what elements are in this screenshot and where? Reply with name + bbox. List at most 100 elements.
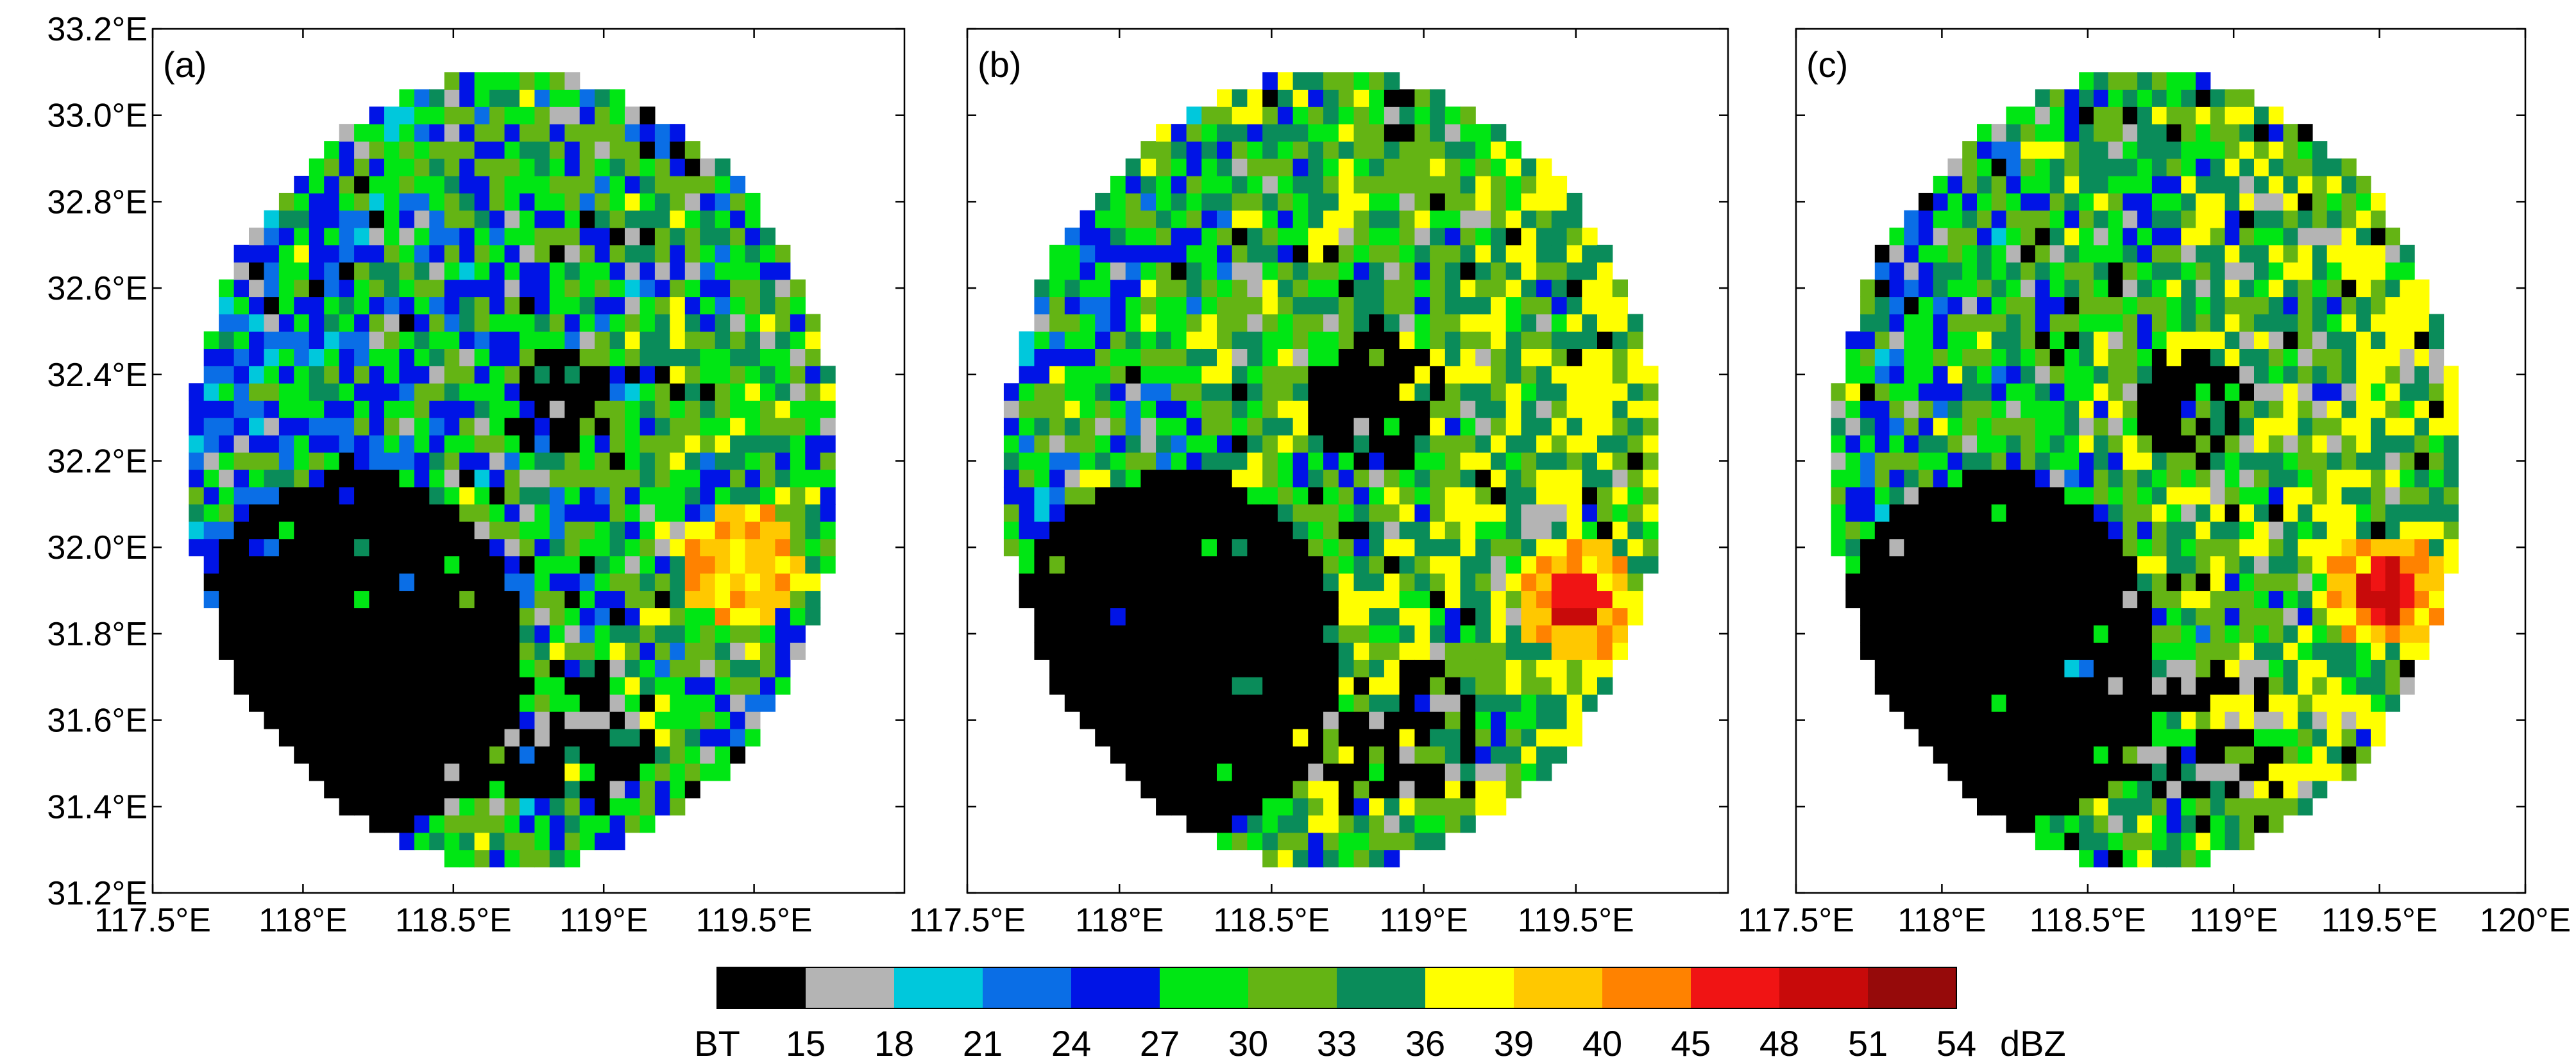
radar-cell [1889, 418, 1904, 436]
y-tick-label: 33.2°E [47, 11, 148, 48]
radar-cell [294, 400, 310, 418]
radar-cell [1292, 383, 1309, 401]
radar-cell [1384, 711, 1400, 729]
radar-cell [1536, 694, 1552, 712]
radar-cell [1369, 296, 1385, 315]
radar-cell [1845, 573, 1861, 591]
radar-cell [1277, 435, 1294, 453]
radar-cell [1904, 418, 1919, 436]
radar-cell [1384, 815, 1400, 833]
radar-cell [1460, 279, 1476, 298]
radar-cell [2035, 176, 2051, 194]
radar-cell [278, 607, 294, 625]
radar-cell [2312, 296, 2328, 315]
radar-cell [1977, 677, 1992, 695]
radar-cell [1201, 780, 1217, 799]
radar-cell [1125, 296, 1141, 315]
x-tick-label: 118.5°E [395, 902, 512, 939]
radar-cell [399, 210, 415, 228]
radar-cell [1933, 227, 1949, 246]
radar-cell [1353, 331, 1369, 349]
radar-cell [1369, 106, 1385, 124]
radar-cell [625, 262, 640, 280]
radar-cell [1536, 244, 1552, 263]
radar-cell [2283, 763, 2298, 781]
radar-cell [294, 694, 310, 712]
radar-cell [1536, 711, 1552, 729]
radar-cell [684, 192, 700, 211]
radar-cell [2021, 556, 2036, 574]
radar-cell [1445, 435, 1461, 453]
radar-cell [1338, 348, 1355, 366]
radar-cell [489, 590, 505, 609]
radar-cell [2312, 279, 2328, 298]
radar-cell [1991, 746, 2006, 764]
radar-cell [1034, 366, 1050, 384]
radar-cell [2137, 89, 2153, 107]
radar-cell [1597, 244, 1613, 263]
radar-cell [444, 331, 460, 349]
radar-cell [1186, 607, 1202, 625]
radar-cell [1338, 141, 1355, 159]
radar-cell [2283, 694, 2298, 712]
radar-cell [1095, 729, 1111, 747]
radar-cell [399, 556, 415, 574]
radar-cell [1874, 625, 1890, 643]
radar-cell [1049, 642, 1065, 660]
radar-cell [474, 124, 490, 142]
radar-cell [1933, 279, 1949, 298]
radar-cell [700, 711, 716, 729]
radar-cell [715, 659, 731, 677]
radar-cell [1962, 262, 1978, 280]
radar-cell [700, 296, 716, 315]
radar-cell [2268, 659, 2284, 677]
radar-cell [1919, 677, 1934, 695]
radar-cell [1933, 314, 1949, 332]
radar-cell [2196, 470, 2211, 488]
radar-cell [2151, 158, 2167, 176]
radar-cell [1140, 521, 1157, 539]
radar-cell [2151, 607, 2167, 625]
radar-cell [1933, 366, 1949, 384]
radar-cell [1201, 210, 1217, 228]
radar-cell [2064, 296, 2080, 315]
radar-cell [1962, 227, 1978, 246]
radar-cell [1904, 210, 1919, 228]
radar-cell [2006, 348, 2021, 366]
radar-cell [2312, 366, 2328, 384]
radar-cell [354, 556, 370, 574]
radar-cell [549, 227, 565, 246]
radar-cell [1551, 607, 1568, 625]
radar-cell [1475, 677, 1491, 695]
radar-cell [369, 556, 385, 574]
radar-cell [2210, 331, 2226, 349]
radar-cell [384, 418, 400, 436]
radar-cell [1977, 227, 1992, 246]
radar-cell [1947, 486, 1963, 505]
radar-cell [564, 210, 580, 228]
radar-cell [2312, 192, 2328, 211]
radar-cell [1551, 521, 1568, 539]
radar-cell [684, 244, 700, 263]
radar-cell [1186, 746, 1202, 764]
radar-cell [249, 642, 264, 660]
radar-cell [2428, 314, 2445, 332]
radar-cell [1582, 573, 1598, 591]
radar-cell [1262, 106, 1278, 124]
radar-cell [414, 452, 430, 470]
radar-cell [805, 314, 821, 332]
radar-cell [1308, 849, 1324, 868]
radar-cell [1874, 573, 1890, 591]
radar-cell [2079, 244, 2094, 263]
radar-cell [2371, 244, 2386, 263]
radar-cell [519, 348, 535, 366]
radar-cell [414, 141, 430, 159]
radar-cell [1049, 418, 1065, 436]
radar-cell [504, 366, 520, 384]
radar-cell [2224, 210, 2240, 228]
radar-cell [219, 314, 235, 332]
radar-cell [1430, 210, 1446, 228]
radar-cell [1521, 659, 1537, 677]
radar-cell [1140, 348, 1157, 366]
radar-cell [2341, 227, 2357, 246]
